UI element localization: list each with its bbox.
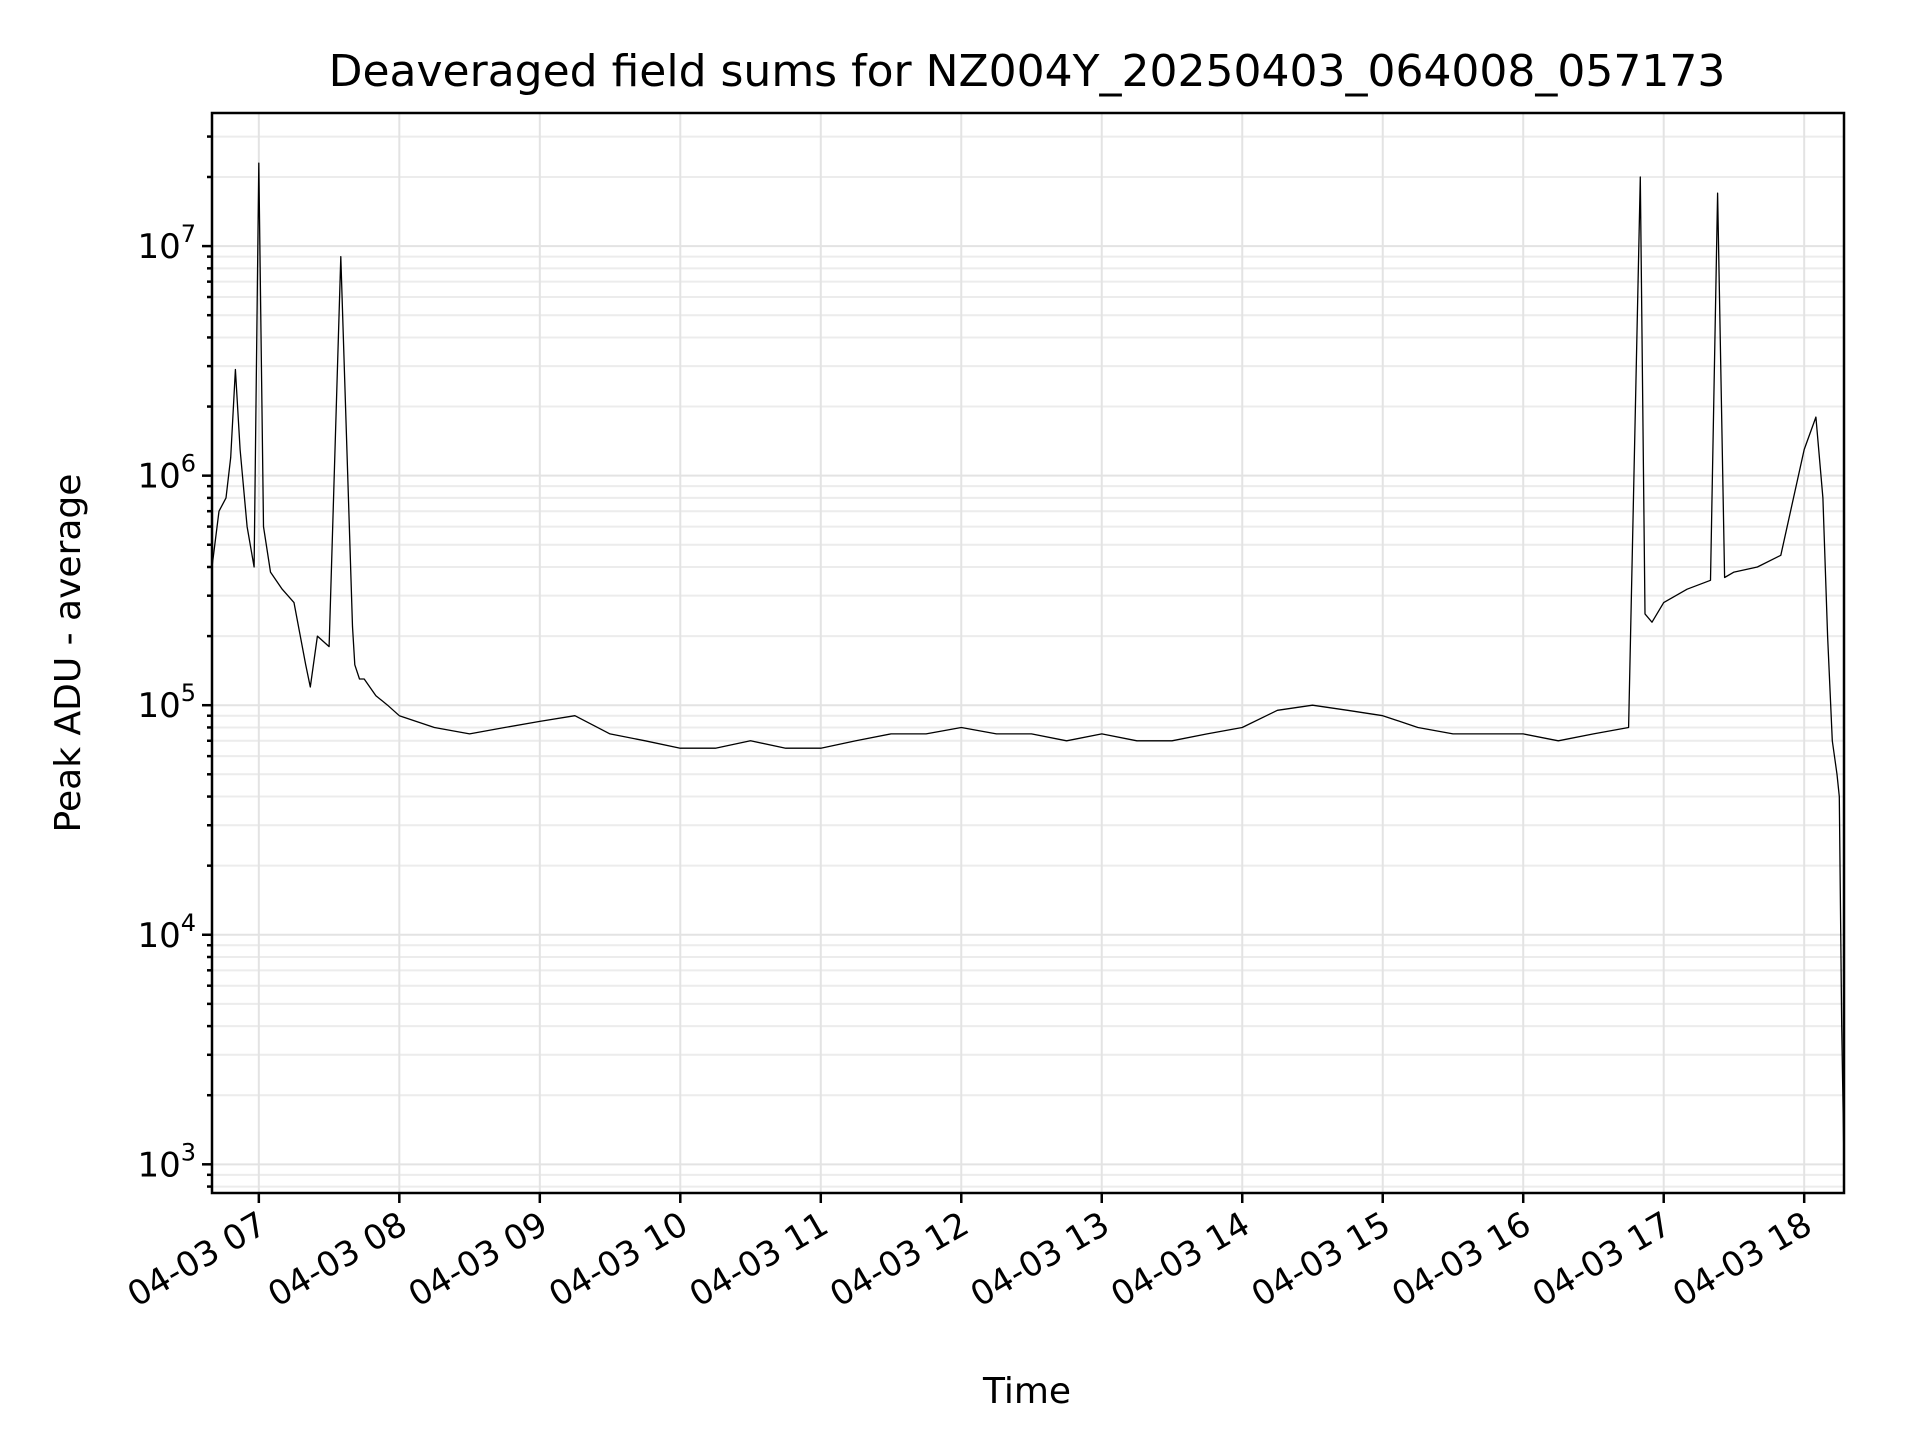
y-tick-exponent: 5 <box>181 679 196 707</box>
y-tick-label: 106 <box>137 450 196 497</box>
y-tick-exponent: 6 <box>181 450 196 478</box>
y-tick-base: 10 <box>137 686 180 726</box>
x-axis-label: Time <box>982 1371 1071 1412</box>
y-tick-label: 103 <box>137 1138 196 1185</box>
y-tick-exponent: 7 <box>181 220 196 248</box>
chart-title: Deaveraged field sums for NZ004Y_2025040… <box>329 46 1726 97</box>
y-tick-base: 10 <box>137 227 180 267</box>
y-tick-base: 10 <box>137 916 180 956</box>
y-tick-exponent: 3 <box>181 1138 196 1166</box>
y-axis-label: Peak ADU - average <box>48 474 89 833</box>
y-tick-base: 10 <box>137 1145 180 1185</box>
y-tick-exponent: 4 <box>181 909 196 937</box>
y-tick-label: 105 <box>137 679 196 726</box>
grid <box>212 113 1844 1193</box>
y-tick-base: 10 <box>137 457 180 497</box>
y-tick-label: 104 <box>137 909 196 956</box>
y-tick-label: 107 <box>137 220 196 267</box>
series-layer <box>211 162 1845 1165</box>
plot-area-frame <box>210 111 1846 1195</box>
series-line <box>211 162 1845 1165</box>
